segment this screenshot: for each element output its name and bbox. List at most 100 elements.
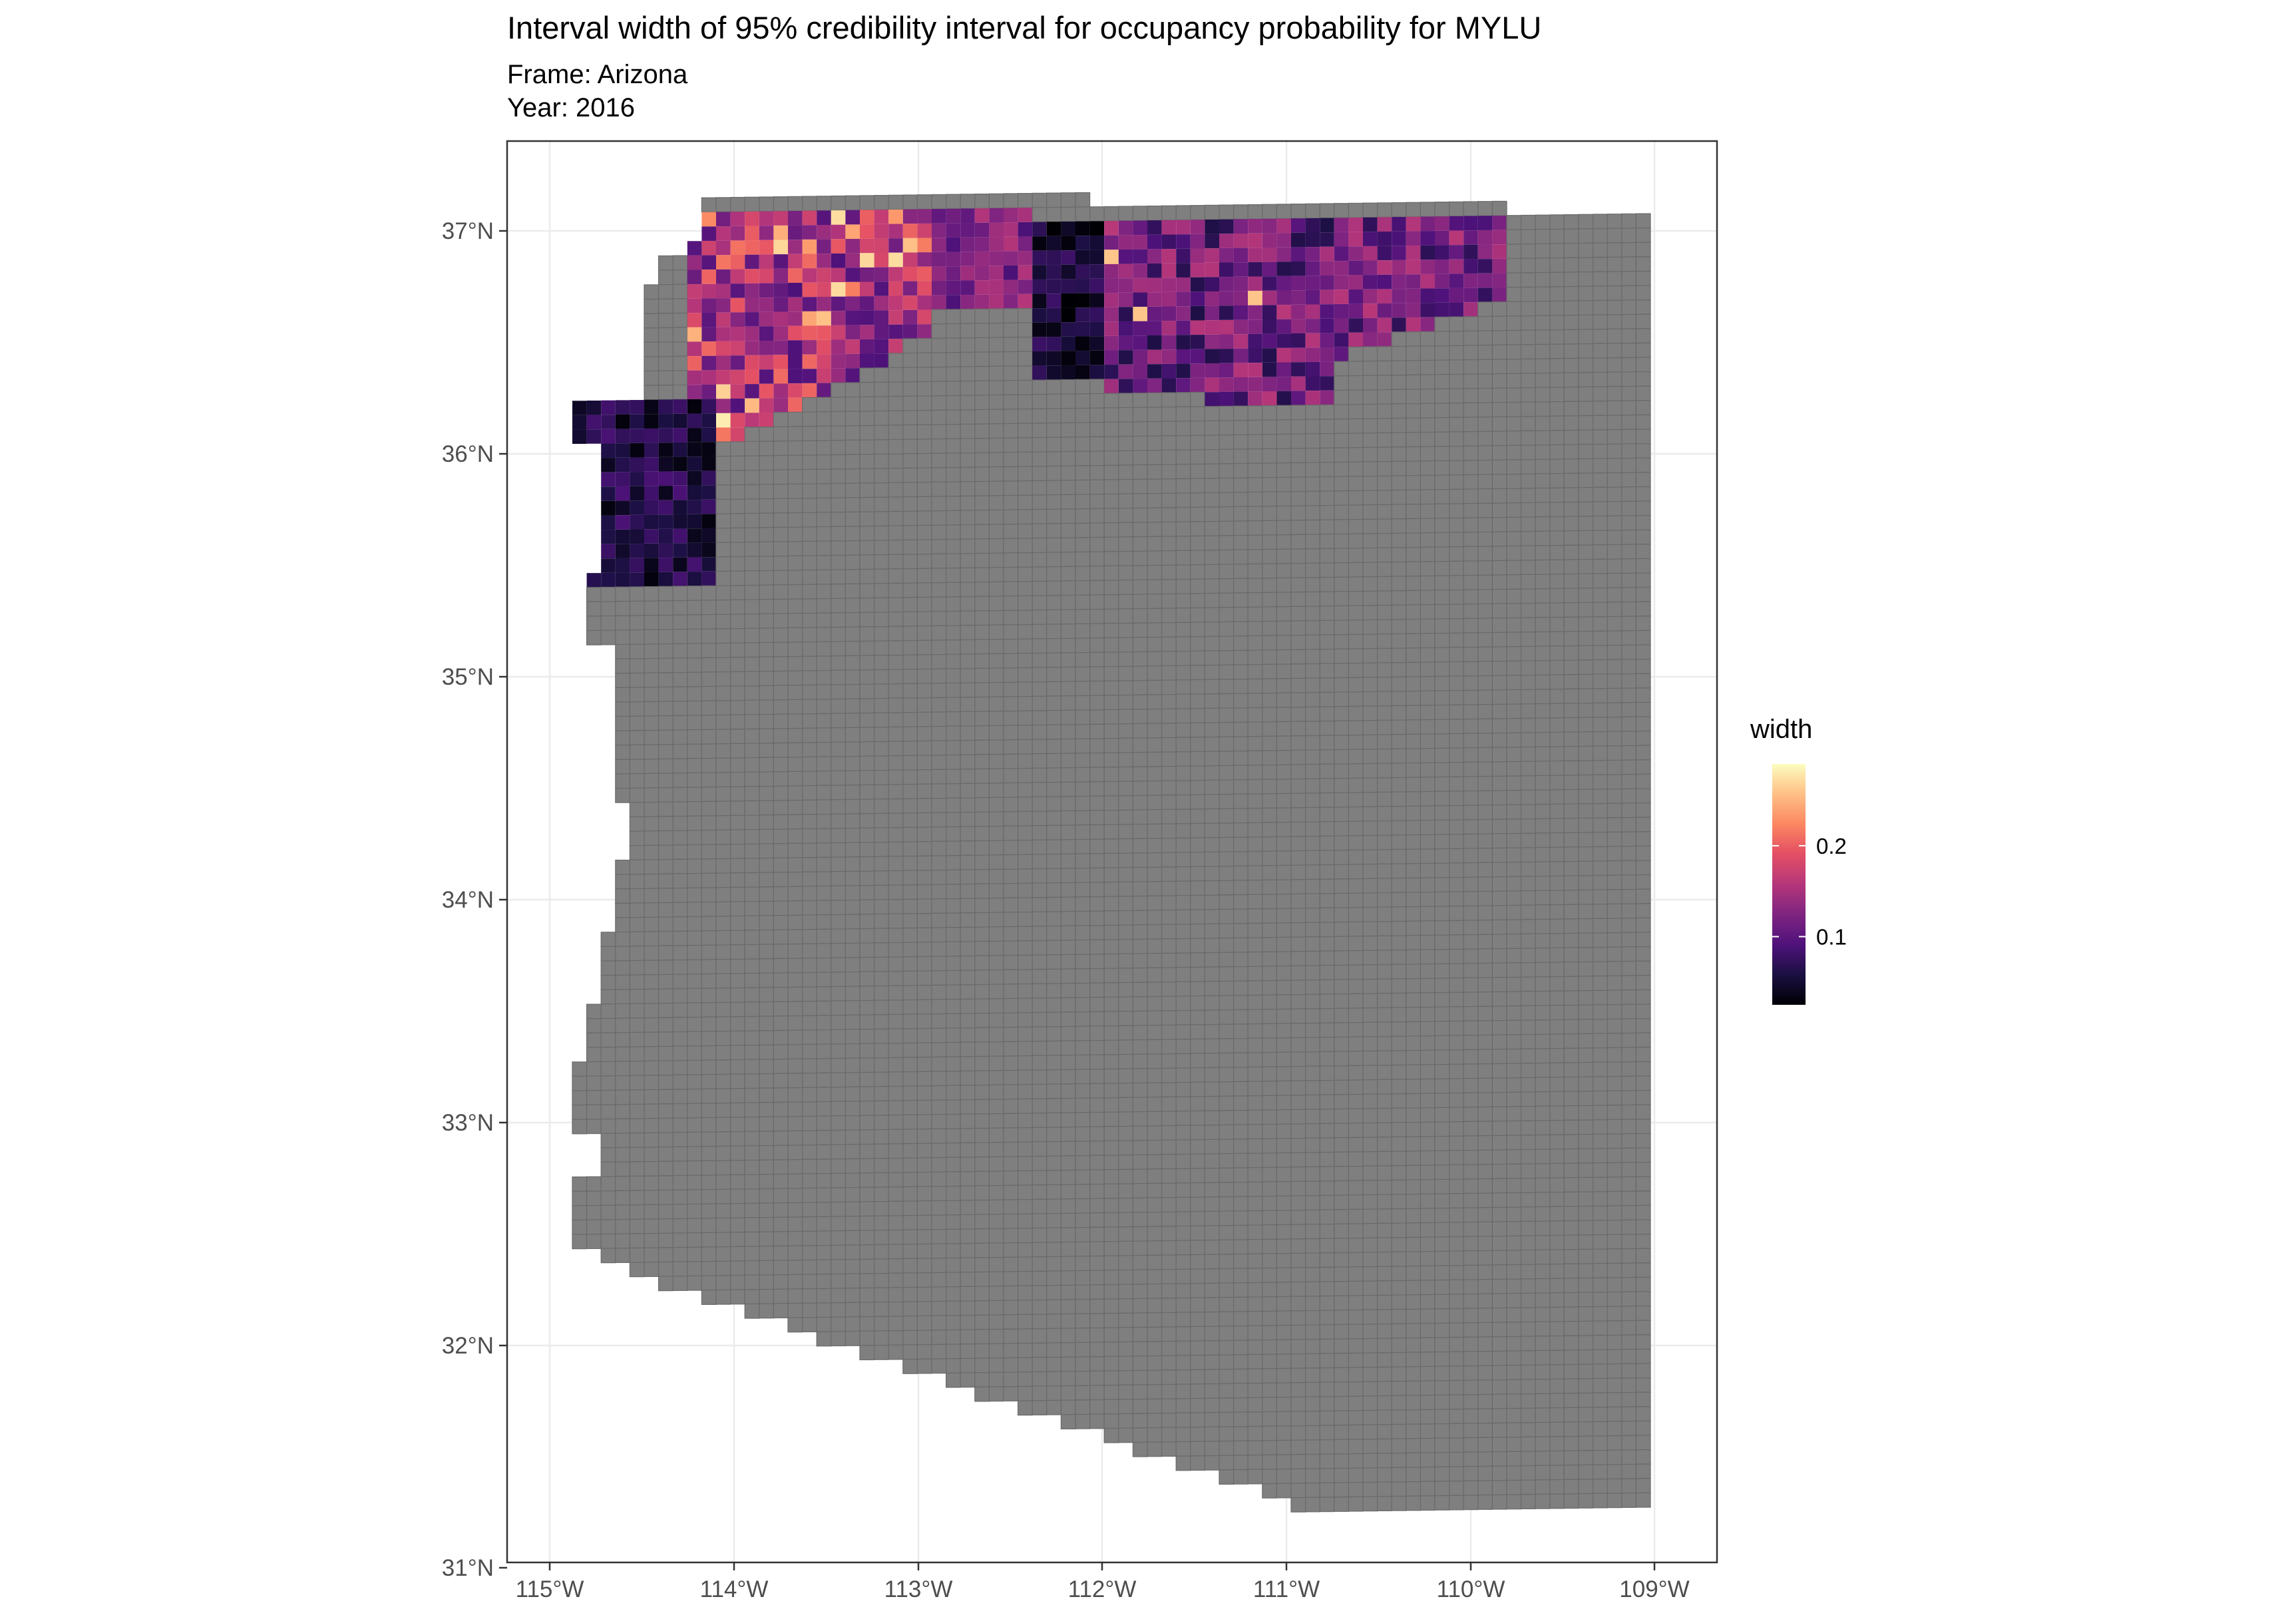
cell-no-data <box>816 425 832 441</box>
cell-no-data <box>1549 1019 1565 1035</box>
cell-no-data <box>988 624 1004 640</box>
cell-no-data <box>1204 894 1220 910</box>
cell-colored <box>687 341 702 357</box>
cell-no-data <box>787 526 803 542</box>
cell-no-data <box>687 671 703 687</box>
cell-no-data <box>931 812 947 828</box>
cell-no-data <box>1233 880 1248 896</box>
cell-no-data <box>715 1188 731 1204</box>
cell-no-data <box>974 524 990 540</box>
cell-no-data <box>1491 301 1507 317</box>
cell-no-data <box>773 958 789 974</box>
cell-colored <box>1075 250 1090 265</box>
cell-no-data <box>744 714 760 730</box>
cell-no-data <box>1420 604 1435 620</box>
cell-no-data <box>1521 545 1536 561</box>
cell-no-data <box>1420 1064 1435 1080</box>
cell-no-data <box>1175 608 1191 623</box>
cell-no-data <box>974 696 990 712</box>
cell-no-data <box>1391 863 1407 879</box>
cell-no-data <box>1549 617 1565 632</box>
cell-no-data <box>629 1190 645 1206</box>
cell-no-data <box>1521 1091 1536 1107</box>
cell-no-data <box>1521 1063 1536 1079</box>
cell-no-data <box>902 367 918 383</box>
cell-colored <box>673 428 687 443</box>
cell-no-data <box>888 1129 904 1145</box>
cell-no-data <box>1147 407 1163 423</box>
cell-no-data <box>1190 894 1206 910</box>
cell-no-data <box>1075 479 1091 495</box>
cell-no-data <box>801 914 817 930</box>
cell-no-data <box>1290 749 1306 765</box>
cell-no-data <box>1219 966 1235 982</box>
cell-no-data <box>1377 375 1392 391</box>
cell-no-data <box>1132 507 1148 523</box>
cell-no-data <box>1219 420 1235 436</box>
cell-no-data <box>1089 393 1105 409</box>
cell-no-data <box>1362 361 1378 376</box>
cell-no-data <box>629 643 645 659</box>
cell-no-data <box>629 1147 645 1163</box>
cell-no-data <box>1391 345 1407 361</box>
cell-no-data <box>1449 1020 1464 1036</box>
cell-no-data <box>974 926 990 942</box>
cell-no-data <box>1147 450 1163 465</box>
cell-no-data <box>873 956 889 972</box>
cell-no-data <box>960 1070 976 1086</box>
cell-no-data <box>1549 574 1565 590</box>
cell-colored <box>601 515 616 530</box>
cell-colored <box>730 283 745 298</box>
cell-no-data <box>658 1189 673 1205</box>
cell-no-data <box>1406 791 1422 807</box>
cell-no-data <box>888 540 904 555</box>
cell-colored <box>1147 335 1162 350</box>
cell-colored <box>1133 349 1147 365</box>
cell-colored <box>888 224 903 239</box>
cell-colored <box>1248 248 1262 262</box>
cell-colored <box>759 283 774 298</box>
cell-no-data <box>1276 1023 1292 1039</box>
cell-no-data <box>1276 1051 1292 1067</box>
cell-no-data <box>902 510 918 526</box>
cell-no-data <box>974 826 990 842</box>
cell-no-data <box>1060 494 1076 510</box>
cell-no-data <box>1017 1127 1033 1143</box>
cell-no-data <box>1463 503 1479 518</box>
cell-no-data <box>1477 445 1493 461</box>
cell-no-data <box>831 785 847 801</box>
cell-no-data <box>845 885 861 901</box>
cell-no-data <box>600 586 616 602</box>
cell-no-data <box>1607 889 1623 905</box>
cell-no-data <box>931 1128 947 1144</box>
cell-colored <box>1392 217 1406 232</box>
cell-no-data <box>1535 286 1551 302</box>
cell-no-data <box>1506 287 1522 302</box>
cell-no-data <box>744 1174 760 1190</box>
cell-no-data <box>1434 1107 1450 1123</box>
cell-no-data <box>916 1157 932 1173</box>
cell-no-data <box>916 452 932 468</box>
cell-colored <box>701 427 716 443</box>
cell-colored <box>615 443 630 458</box>
cell-no-data <box>672 945 688 961</box>
cell-no-data <box>1521 861 1536 877</box>
cell-no-data <box>787 555 803 571</box>
cell-no-data <box>773 886 789 902</box>
cell-no-data <box>1132 1168 1148 1184</box>
cell-no-data <box>960 941 976 957</box>
cell-no-data <box>1535 602 1551 618</box>
cell-no-data <box>1434 978 1450 993</box>
cell-no-data <box>1406 920 1422 936</box>
cell-no-data <box>1304 476 1320 492</box>
cell-colored <box>658 572 673 587</box>
cell-no-data <box>1535 373 1551 388</box>
cell-no-data <box>787 699 803 715</box>
cell-no-data <box>1075 393 1091 409</box>
cell-no-data <box>1521 272 1536 288</box>
cell-colored <box>1147 306 1162 321</box>
cell-no-data <box>1233 966 1248 982</box>
cell-colored <box>716 226 731 241</box>
cell-no-data <box>1262 678 1278 694</box>
cell-no-data <box>1506 718 1522 733</box>
